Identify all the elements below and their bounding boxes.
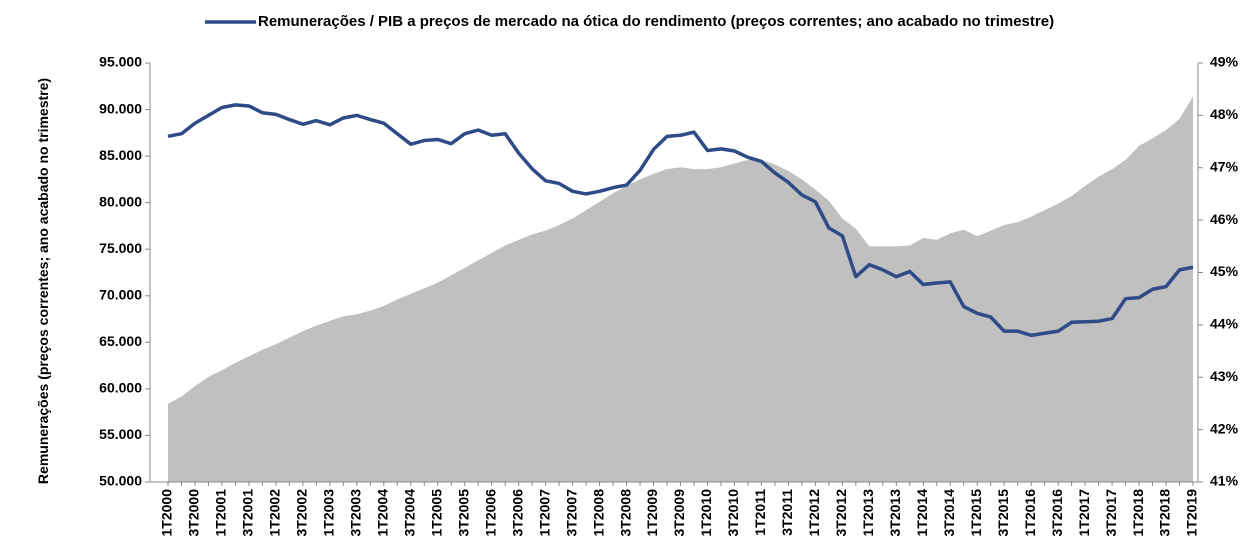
y-axis-title: Remunerações (preços correntes; ano acab… [35,77,51,485]
x-tick-label: 3T2012 [833,489,849,537]
y-tick-label: 70.000 [99,286,142,302]
x-tick-label: 1T2004 [374,489,390,537]
y-tick-label: 95.000 [99,54,142,70]
x-tick-label: 3T2008 [617,489,633,537]
x-tick-label: 3T2010 [725,489,741,537]
x-tick-label: 1T2008 [590,489,606,537]
x-tick-label: 1T2010 [698,489,714,537]
x-tick-label: 1T2005 [428,489,444,537]
x-tick-label: 1T2012 [806,489,822,537]
x-tick-label: 3T2004 [401,489,417,537]
x-tick-label: 1T2006 [482,489,498,537]
x-tick-label: 3T2018 [1157,489,1173,537]
x-tick-label: 1T2007 [536,489,552,537]
y2-tick-label: 47% [1210,158,1239,174]
x-tick-label: 3T2000 [186,489,202,537]
x-tick-label: 3T2003 [348,489,364,537]
x-tick-label: 1T2011 [752,489,768,536]
y-tick-label: 55.000 [99,426,142,442]
y2-tick-label: 44% [1210,316,1239,332]
x-tick-label: 1T2014 [914,489,930,537]
x-tick-label: 1T2018 [1130,489,1146,537]
x-tick-label: 3T2005 [455,489,471,537]
x-tick-label: 3T2002 [294,489,310,537]
x-tick-label: 3T2015 [995,489,1011,537]
y-tick-label: 60.000 [99,380,142,396]
x-tick-label: 1T2016 [1022,489,1038,537]
line [167,103,1194,338]
y-tick-label: 90.000 [99,100,142,116]
y2-tick-label: 48% [1210,106,1239,122]
x-tick-label: 1T2001 [213,489,229,537]
y2-tick-label: 45% [1210,263,1239,279]
x-tick-label: 3T2014 [941,489,957,537]
y-tick-label: 65.000 [99,333,142,349]
legend-label: Remunerações / PIB a preços de mercado n… [258,13,1055,30]
x-tick-label: 3T2009 [671,489,687,537]
x-tick-label: 3T2013 [887,489,903,537]
y-tick-label: 80.000 [99,193,142,209]
x-tick-label: 3T2006 [509,489,525,537]
y2-tick-label: 41% [1210,473,1239,489]
x-tick-label: 1T2017 [1076,489,1092,537]
y2-tick-label: 46% [1210,211,1239,227]
x-tick-label: 1T2019 [1184,489,1200,537]
y-tick-label: 85.000 [99,147,142,163]
x-tick-label: 3T2016 [1049,489,1065,537]
x-tick-label: 3T2007 [563,489,579,537]
y-tick-label: 75.000 [99,240,142,256]
x-tick-label: 1T2009 [644,489,660,537]
x-tick-label: 3T2011 [779,489,795,536]
x-tick-label: 1T2003 [321,489,337,537]
area [168,96,1193,483]
x-tick-label: 1T2015 [968,489,984,537]
y2-tick-label: 43% [1210,368,1239,384]
x-tick-label: 3T2017 [1103,489,1119,537]
y-tick-label: 50.000 [99,473,142,489]
x-tick-label: 1T2013 [860,489,876,537]
y2-tick-label: 42% [1210,420,1239,436]
y2-tick-label: 49% [1210,54,1239,70]
x-tick-label: 1T2000 [159,489,175,537]
x-tick-label: 1T2002 [267,489,283,537]
x-tick-label: 3T2001 [240,489,256,537]
